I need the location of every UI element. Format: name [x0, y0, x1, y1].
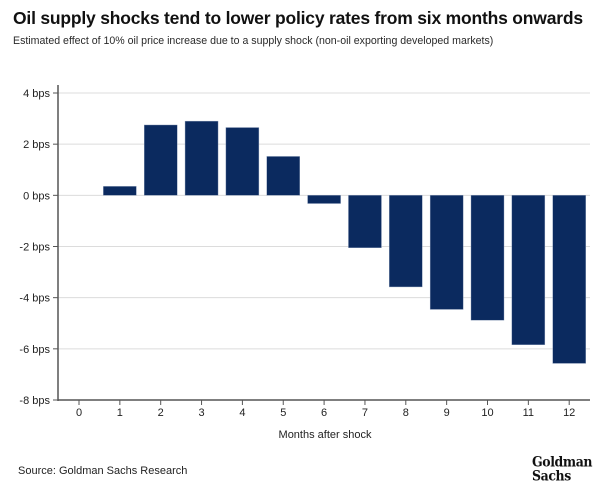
bar-month-10 [470, 195, 505, 321]
y-tick-label: -2 bps [19, 242, 50, 254]
bar-month-2 [143, 124, 178, 196]
x-tick-label: 10 [481, 407, 493, 419]
y-tick-label: -4 bps [19, 293, 50, 305]
x-tick-label: 6 [321, 407, 327, 419]
x-tick-label: 1 [117, 407, 123, 419]
bar-month-1 [103, 186, 137, 196]
x-tick-label: 8 [403, 407, 409, 419]
x-tick-label: 0 [76, 407, 82, 419]
bar-month-4 [225, 127, 260, 196]
x-tick-label: 11 [523, 407, 534, 419]
logo-line-2: Sachs [532, 466, 571, 484]
x-tick-label: 7 [362, 407, 368, 419]
x-tick-label: 9 [444, 407, 450, 419]
gridlines [58, 92, 590, 350]
y-tick-label: 2 bps [23, 139, 50, 151]
x-tick-label: 2 [158, 407, 164, 419]
axes [57, 85, 590, 401]
goldman-sachs-logo: Goldman Sachs [532, 452, 593, 484]
x-axis-title: Months after shock [279, 429, 372, 441]
y-tick-label: 0 bps [23, 190, 50, 202]
bar-month-7 [348, 195, 382, 248]
bar-month-5 [266, 156, 300, 196]
x-axis-ticks: 0 1 2 3 4 5 6 7 8 9 10 11 12 [76, 400, 575, 419]
bar-month-8 [389, 195, 423, 288]
bars [103, 120, 586, 364]
chart-title: Oil supply shocks tend to lower policy r… [13, 8, 583, 28]
bar-month-3 [184, 120, 219, 196]
logo-line-1: Goldman [532, 452, 593, 470]
x-tick-label: 3 [198, 407, 204, 419]
x-tick-label: 12 [563, 407, 575, 419]
y-tick-label: -8 bps [19, 395, 50, 407]
bar-month-11 [511, 195, 546, 345]
bar-month-9 [429, 195, 464, 310]
y-tick-label: 4 bps [23, 88, 50, 100]
bar-month-6 [307, 195, 341, 204]
source-note: Source: Goldman Sachs Research [18, 465, 188, 477]
chart-subtitle: Estimated effect of 10% oil price increa… [13, 35, 494, 47]
x-tick-label: 4 [239, 407, 245, 419]
y-tick-label: -6 bps [19, 344, 50, 356]
x-tick-label: 5 [280, 407, 286, 419]
bar-month-12 [552, 195, 586, 364]
y-axis-ticks: 4 bps 2 bps 0 bps -2 bps -4 bps -6 bps -8 bps [19, 88, 58, 407]
